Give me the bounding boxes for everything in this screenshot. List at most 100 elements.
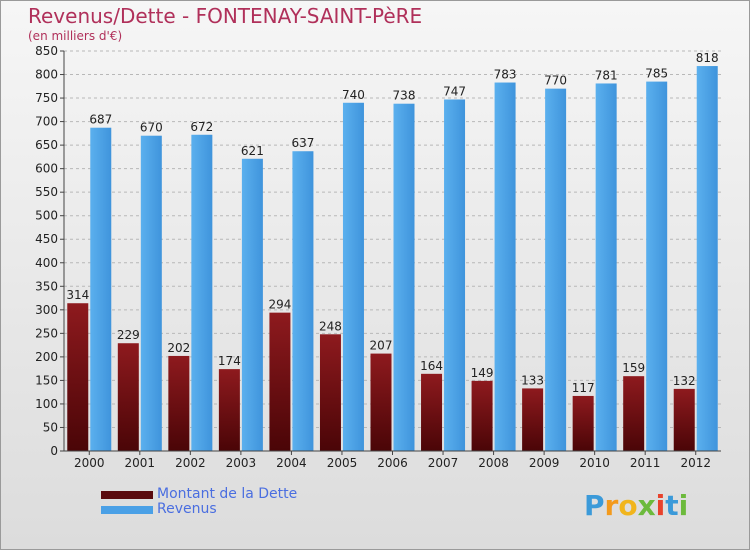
data-label-revenus: 783 bbox=[494, 68, 517, 82]
data-label-dette: 294 bbox=[268, 298, 291, 312]
y-tick-label: 200 bbox=[35, 350, 58, 364]
y-tick-label: 650 bbox=[35, 138, 58, 152]
chart-title: Revenus/Dette - FONTENAY-SAINT-PèRE bbox=[28, 4, 423, 28]
y-tick-label: 250 bbox=[35, 326, 58, 340]
bar-dette bbox=[572, 395, 594, 451]
data-label-revenus: 621 bbox=[241, 144, 264, 158]
data-label-dette: 132 bbox=[673, 374, 696, 388]
bar-revenus bbox=[595, 83, 617, 452]
bar-revenus bbox=[545, 88, 567, 451]
data-label-revenus: 687 bbox=[89, 113, 112, 127]
data-label-dette: 133 bbox=[521, 373, 544, 387]
data-label-dette: 229 bbox=[117, 328, 140, 342]
y-tick-label: 700 bbox=[35, 115, 58, 129]
bar-dette bbox=[522, 388, 544, 451]
data-label-revenus: 785 bbox=[645, 67, 668, 81]
x-tick-label: 2006 bbox=[377, 456, 408, 470]
x-tick-label: 2005 bbox=[327, 456, 358, 470]
bar-revenus bbox=[696, 66, 718, 451]
logo-letter: t bbox=[665, 489, 679, 522]
legend-label-revenus: Revenus bbox=[157, 501, 217, 517]
y-tick-label: 100 bbox=[35, 397, 58, 411]
bar-dette bbox=[117, 343, 139, 451]
x-tick-label: 2009 bbox=[529, 456, 560, 470]
x-tick-label: 2008 bbox=[478, 456, 509, 470]
bar-revenus bbox=[241, 158, 263, 451]
logo-letter: P bbox=[584, 489, 605, 522]
axes: 0 50 100 150 200 250 300 350 400 450 500 550 600 650 7… bbox=[35, 44, 721, 470]
data-label-dette: 202 bbox=[167, 341, 190, 355]
bar-revenus bbox=[494, 82, 516, 451]
bar-revenus bbox=[140, 135, 162, 452]
data-label-revenus: 781 bbox=[595, 68, 618, 82]
data-label-revenus: 747 bbox=[443, 84, 466, 98]
data-label-revenus: 637 bbox=[291, 136, 314, 150]
x-tick-label: 2000 bbox=[74, 456, 105, 470]
logo-letter: o bbox=[618, 489, 638, 522]
legend-label-dette: Montant de la Dette bbox=[157, 486, 298, 502]
bar-dette bbox=[218, 369, 240, 451]
bar-dette bbox=[67, 303, 89, 451]
data-label-revenus: 818 bbox=[696, 51, 719, 65]
y-tick-label: 350 bbox=[35, 279, 58, 293]
bar-dette bbox=[269, 312, 291, 451]
bar-revenus bbox=[444, 99, 466, 452]
logo-letter: r bbox=[604, 489, 619, 522]
y-tick-label: 450 bbox=[35, 232, 58, 246]
data-label-revenus: 740 bbox=[342, 88, 365, 102]
y-tick-label: 0 bbox=[50, 444, 58, 458]
bar-revenus bbox=[342, 102, 364, 451]
logo-letter: i bbox=[655, 489, 666, 522]
bar-dette bbox=[421, 373, 443, 451]
y-tick-label: 550 bbox=[35, 185, 58, 199]
y-tick-label: 50 bbox=[43, 420, 58, 434]
data-label-dette: 207 bbox=[370, 339, 393, 353]
x-tick-label: 2001 bbox=[125, 456, 156, 470]
data-label-dette: 149 bbox=[471, 366, 494, 380]
x-tick-label: 2004 bbox=[276, 456, 307, 470]
bar-revenus bbox=[292, 151, 314, 451]
chart-subtitle: (en milliers d'€) bbox=[28, 29, 123, 43]
bar-revenus bbox=[393, 103, 415, 452]
legend-swatch-dette bbox=[101, 491, 153, 499]
bar-revenus bbox=[90, 127, 112, 452]
bar-dette bbox=[623, 376, 645, 451]
y-tick-label: 800 bbox=[35, 68, 58, 82]
x-tick-label: 2007 bbox=[428, 456, 459, 470]
data-label-dette: 159 bbox=[622, 361, 645, 375]
y-tick-label: 750 bbox=[35, 91, 58, 105]
x-tick-label: 2003 bbox=[226, 456, 257, 470]
plot-area bbox=[64, 51, 721, 451]
y-tick-label: 300 bbox=[35, 303, 58, 317]
data-label-dette: 314 bbox=[66, 288, 89, 302]
data-labels: 314 687 229 670 202 672 174 621 294 637 248 740 207 7… bbox=[66, 51, 718, 395]
bar-dette bbox=[471, 380, 493, 451]
bar-revenus bbox=[191, 134, 213, 451]
data-label-revenus: 738 bbox=[393, 89, 416, 103]
x-tick-label: 2002 bbox=[175, 456, 206, 470]
bar-dette bbox=[319, 334, 341, 451]
y-tick-label: 150 bbox=[35, 373, 58, 387]
x-tick-label: 2011 bbox=[630, 456, 661, 470]
data-label-dette: 164 bbox=[420, 359, 443, 373]
bars bbox=[67, 66, 718, 452]
data-label-dette: 117 bbox=[572, 381, 595, 395]
data-label-dette: 174 bbox=[218, 354, 241, 368]
legend-swatch-revenus bbox=[101, 506, 153, 514]
data-label-revenus: 670 bbox=[140, 121, 163, 135]
bar-revenus bbox=[646, 81, 668, 452]
bar-dette bbox=[673, 388, 695, 451]
y-tick-label: 400 bbox=[35, 256, 58, 270]
x-tick-label: 2012 bbox=[680, 456, 711, 470]
y-tick-label: 600 bbox=[35, 162, 58, 176]
proxiti-logo: Proxiti bbox=[584, 489, 688, 522]
data-label-revenus: 672 bbox=[190, 120, 213, 134]
data-label-revenus: 770 bbox=[544, 74, 567, 88]
bar-dette bbox=[168, 355, 190, 451]
y-tick-label: 850 bbox=[35, 44, 58, 58]
data-label-dette: 248 bbox=[319, 319, 342, 333]
y-tick-label: 500 bbox=[35, 209, 58, 223]
bar-dette bbox=[370, 353, 392, 451]
